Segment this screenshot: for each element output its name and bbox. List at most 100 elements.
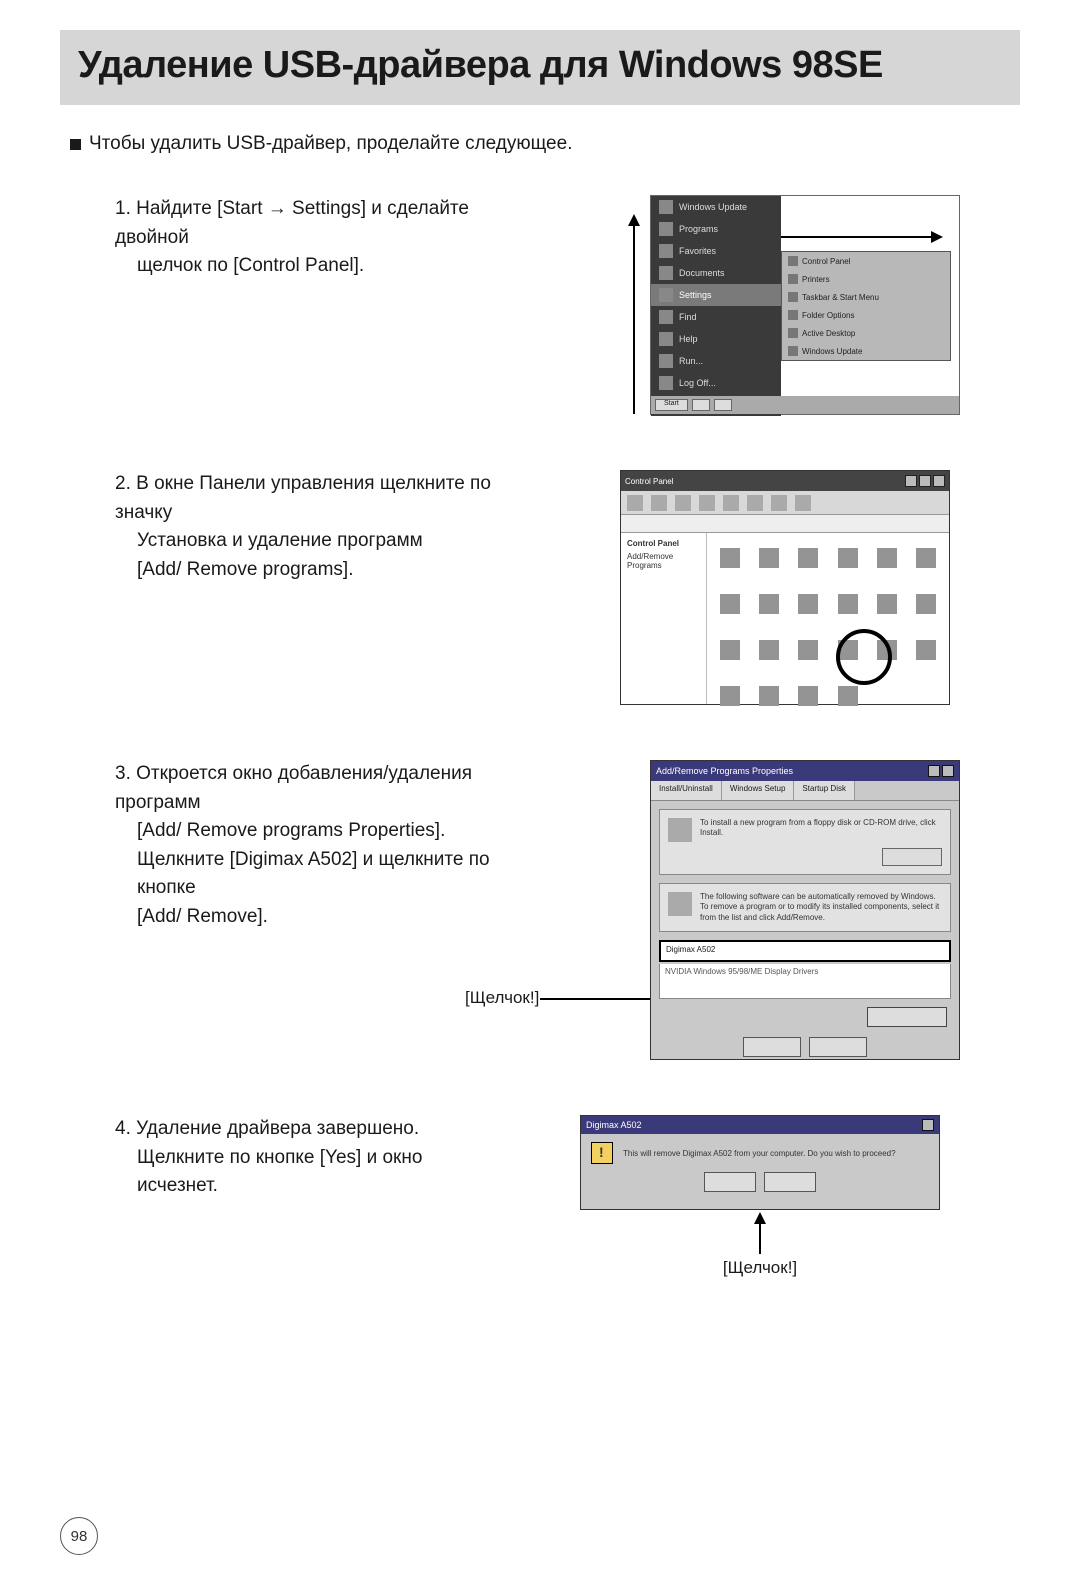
menu-icon <box>659 354 673 368</box>
step-line: Найдите [Start → Settings] и сделайте дв… <box>115 198 469 248</box>
step-4-screenshot: Digimax A502 This will remove Digimax A5… <box>500 1115 1020 1278</box>
intro-text: Чтобы удалить USB-драйвер, проделайте сл… <box>89 133 572 155</box>
dialog-title: Add/Remove Programs Properties <box>656 766 793 776</box>
submenu-item: Folder Options <box>802 311 854 320</box>
cp-icon <box>798 548 818 568</box>
menu-icon <box>659 310 673 324</box>
close-icon <box>942 765 954 777</box>
taskbar-button <box>692 399 710 411</box>
cancel-button <box>809 1037 867 1057</box>
side-panel: Control Panel Add/Remove Programs <box>621 533 707 704</box>
confirm-message: This will remove Digimax A502 from your … <box>623 1149 896 1158</box>
step-3-text: 3. Откроется окно добавления/удаления пр… <box>60 760 530 931</box>
menu-icon <box>659 200 673 214</box>
menu-item: Favorites <box>679 246 716 256</box>
submenu-item: Windows Update <box>802 347 862 356</box>
no-button <box>764 1172 816 1192</box>
step-number: 2. <box>115 473 131 494</box>
control-panel-screenshot: Control Panel Control Panel Add/Remove P… <box>620 470 950 705</box>
menu-item: Settings <box>679 290 712 300</box>
bullet-icon <box>70 139 81 150</box>
step-4-text: 4. Удаление драйвера завершено. Щелкните… <box>60 1115 480 1201</box>
cp-icon <box>838 686 858 706</box>
install-button <box>882 848 942 866</box>
toolbar-icon <box>723 495 739 511</box>
submenu-item: Control Panel <box>802 257 850 266</box>
submenu-icon <box>788 310 798 320</box>
submenu-icon <box>788 328 798 338</box>
start-menu-screenshot: Windows Update Programs Favorites Docume… <box>650 195 960 415</box>
menu-item: Programs <box>679 224 718 234</box>
menu-item: Log Off... <box>679 378 716 388</box>
confirm-buttons <box>581 1172 939 1192</box>
install-panel: To install a new program from a floppy d… <box>659 809 951 875</box>
side-text: Add/Remove Programs <box>627 552 700 570</box>
add-remove-dialog: Add/Remove Programs Properties Install/U… <box>650 760 960 1060</box>
toolbar-icon <box>651 495 667 511</box>
menu-item: Documents <box>679 268 725 278</box>
toolbar-icon <box>627 495 643 511</box>
step-2: 2. В окне Панели управления щелкните по … <box>60 470 1020 705</box>
menu-icon <box>659 244 673 258</box>
cp-icon <box>759 640 779 660</box>
menu-icon <box>659 332 673 346</box>
cp-icon <box>916 594 936 614</box>
cp-icon <box>720 686 740 706</box>
help-icon <box>928 765 940 777</box>
panel-text: To install a new program from a floppy d… <box>700 818 942 839</box>
tab-strip: Install/Uninstall Windows Setup Startup … <box>651 781 959 801</box>
step-line: Установка и удаление программ <box>115 527 530 556</box>
submenu-item: Taskbar & Start Menu <box>802 293 879 302</box>
step-line: [Add/ Remove programs]. <box>115 556 530 585</box>
step-1-screenshot: Windows Update Programs Favorites Docume… <box>550 195 1020 415</box>
toolbar-icon <box>747 495 763 511</box>
cp-icon <box>759 548 779 568</box>
click-label: [Щелчок!] <box>465 988 539 1008</box>
window-title: Control Panel <box>625 477 673 486</box>
step-line: Щелкните по кнопке [Yes] и окно исчезнет… <box>115 1144 480 1201</box>
start-button: Start <box>655 399 688 411</box>
toolbar-icon <box>771 495 787 511</box>
click-label: [Щелчок!] <box>723 1258 797 1278</box>
toolbar-icon <box>699 495 715 511</box>
dialog-buttons <box>651 1027 959 1057</box>
tab: Install/Uninstall <box>651 781 722 800</box>
window-titlebar: Control Panel <box>621 471 949 491</box>
ok-button <box>743 1037 801 1057</box>
menu-item: Help <box>679 334 698 344</box>
program-list-item: NVIDIA Windows 95/98/ME Display Drivers <box>659 964 951 999</box>
taskbar: Start <box>651 396 959 414</box>
menu-item: Windows Update <box>679 202 747 212</box>
confirm-dialog: Digimax A502 This will remove Digimax A5… <box>580 1115 940 1210</box>
tab: Windows Setup <box>722 781 795 800</box>
step-line: В окне Панели управления щелкните по зна… <box>115 473 491 523</box>
tab: Startup Disk <box>794 781 855 800</box>
intro-line: Чтобы удалить USB-драйвер, проделайте сл… <box>70 133 1020 155</box>
step-line: Щелкните [Digimax A502] и щелкните по кн… <box>115 846 530 903</box>
settings-icon <box>659 288 673 302</box>
step-line: [Add/ Remove]. <box>115 903 530 932</box>
cp-icon <box>720 594 740 614</box>
cp-icon <box>838 594 858 614</box>
title-banner: Удаление USB-драйвера для Windows 98SE <box>60 30 1020 105</box>
toolbar <box>621 491 949 515</box>
submenu-item: Printers <box>802 275 830 284</box>
cp-icon <box>916 548 936 568</box>
cp-icon <box>877 594 897 614</box>
manual-page: Удаление USB-драйвера для Windows 98SE Ч… <box>0 0 1080 1373</box>
step-4: 4. Удаление драйвера завершено. Щелкните… <box>60 1115 1020 1278</box>
arrow-right-icon <box>781 236 941 238</box>
page-number: 98 <box>60 1517 98 1555</box>
dialog-title: Digimax A502 <box>586 1120 642 1130</box>
add-remove-button <box>867 1007 947 1027</box>
submenu-icon <box>788 256 798 266</box>
address-bar <box>621 515 949 533</box>
step-number: 4. <box>115 1118 131 1139</box>
menu-icon <box>659 376 673 390</box>
cp-icon <box>759 686 779 706</box>
arrow-up-icon <box>633 216 635 414</box>
menu-icon <box>659 222 673 236</box>
close-icon <box>922 1119 934 1131</box>
arrow-up-icon <box>759 1214 761 1254</box>
cp-icon <box>877 548 897 568</box>
